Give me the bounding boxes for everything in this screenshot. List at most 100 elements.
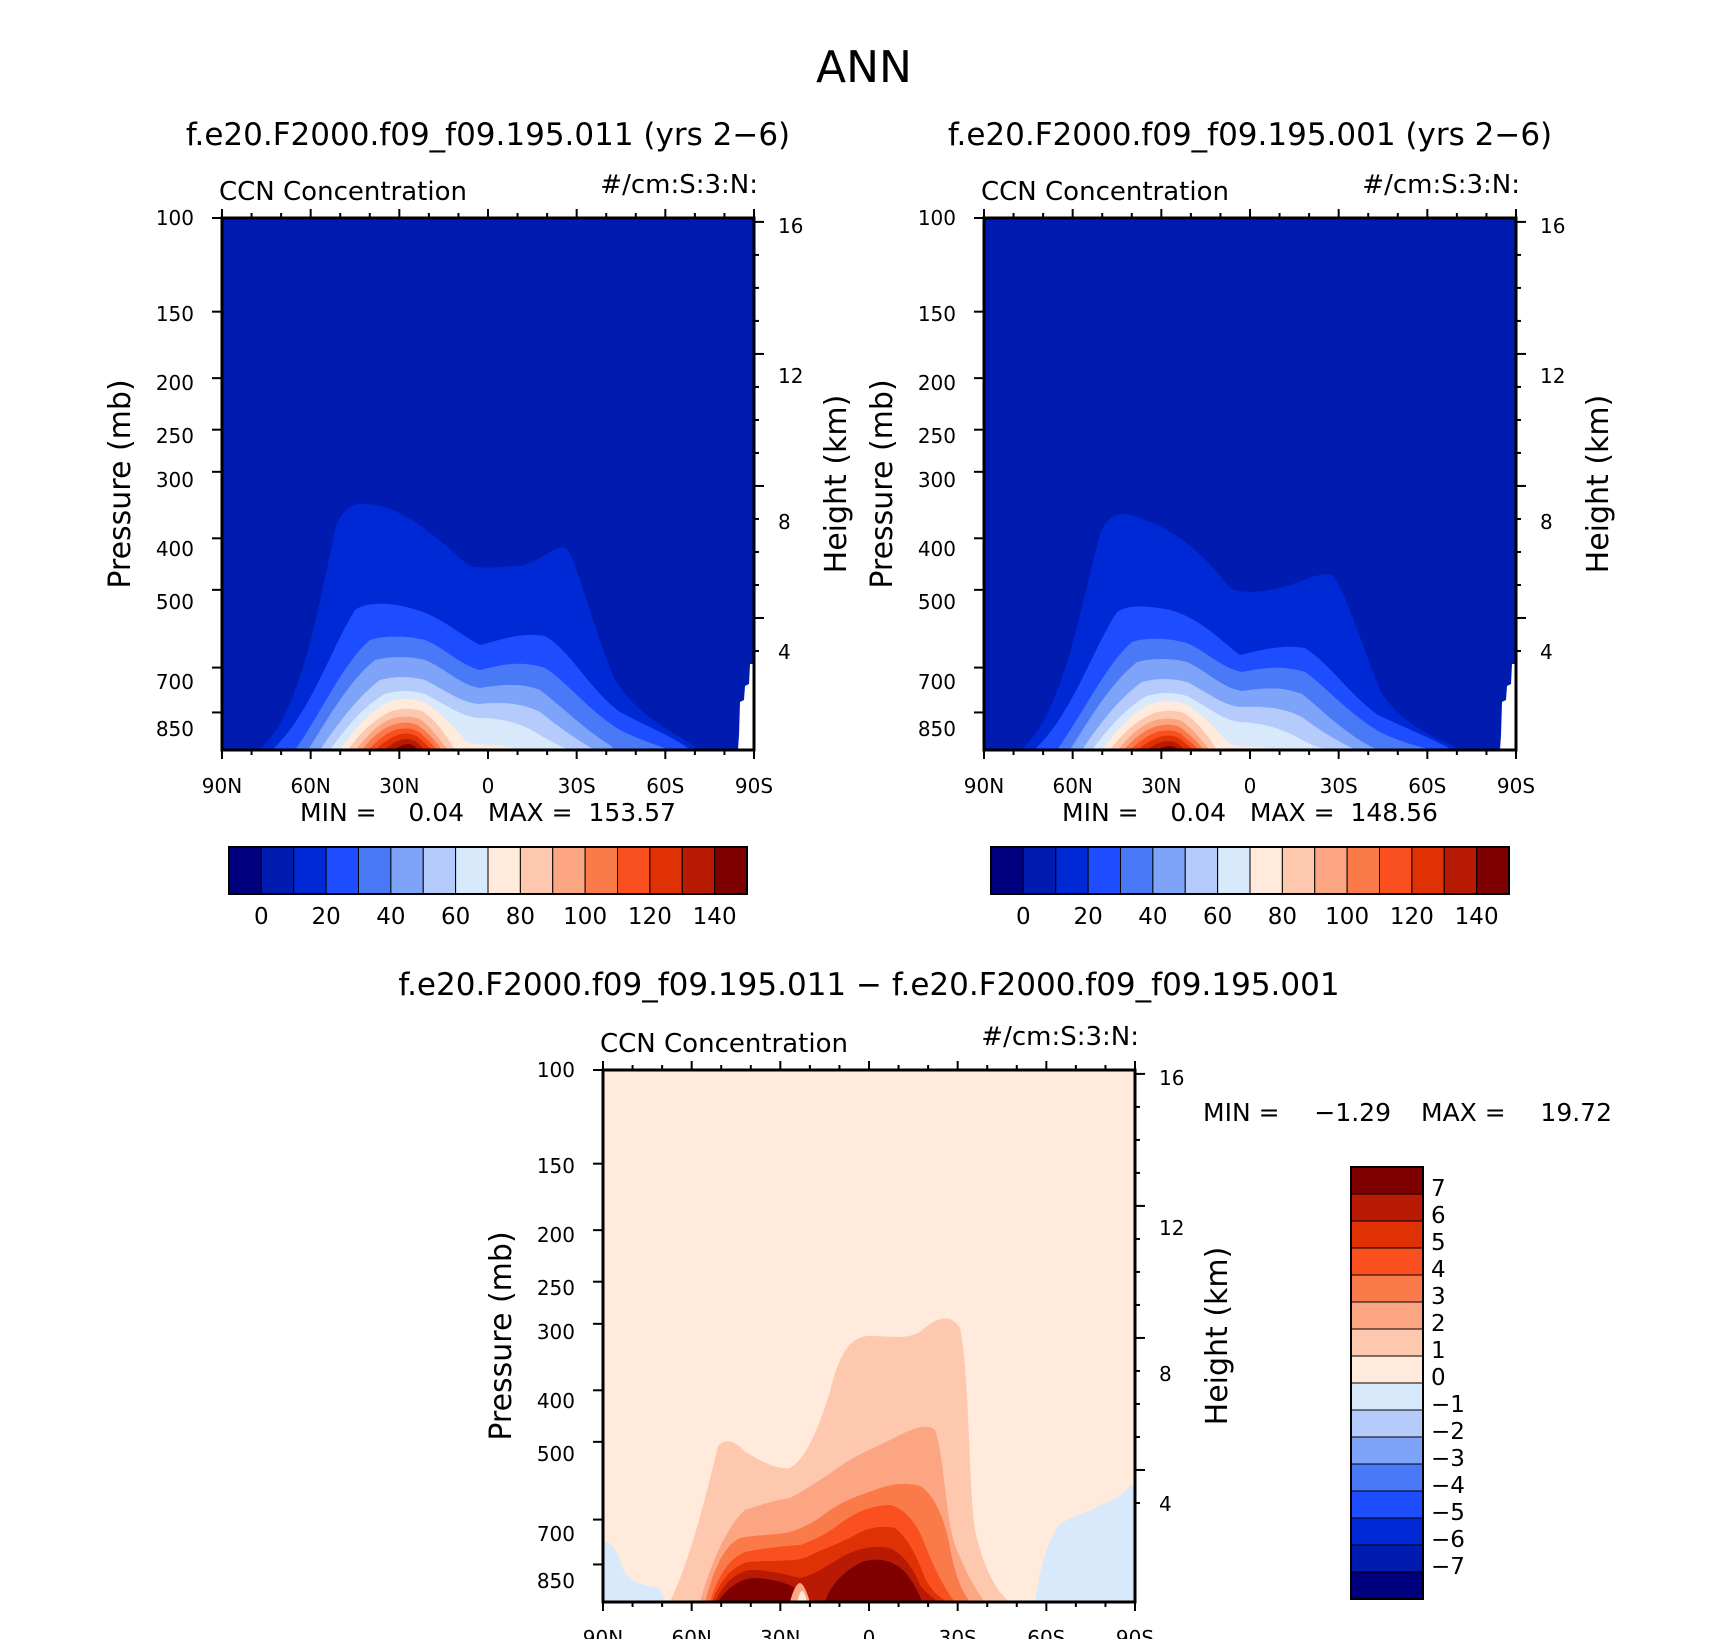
colorbar-box — [1314, 846, 1348, 895]
y-tick-label: 400 — [918, 537, 956, 561]
y2-tick-label: 4 — [1540, 640, 1553, 664]
colorbar-label: 80 — [1268, 904, 1297, 930]
y-tick-label: 850 — [537, 1569, 575, 1593]
colorbar-box — [1350, 1355, 1424, 1384]
colorbar-label: 40 — [1138, 904, 1167, 930]
colorbar-box — [390, 846, 424, 895]
colorbar-label: 60 — [441, 904, 470, 930]
missing-data — [738, 664, 754, 750]
y2-axis-label: Height (km) — [1581, 395, 1616, 574]
colorbar-label: 3 — [1431, 1284, 1446, 1310]
y2-tick-label: 4 — [778, 640, 791, 664]
variable-label: CCN Concentration — [981, 177, 1229, 207]
x-tick-label: 90N — [964, 774, 1004, 798]
colorbar-label: 120 — [628, 904, 672, 930]
y-tick-label: 500 — [918, 590, 956, 614]
y2-tick-label: 12 — [778, 364, 803, 388]
y2-tick-label: 4 — [1159, 1492, 1172, 1516]
units-label: #/cm:S:3:N: — [981, 1022, 1139, 1052]
colorbar-box — [649, 846, 683, 895]
colorbar-box — [714, 846, 748, 895]
colorbar-label: 100 — [563, 904, 607, 930]
y-tick-label: 300 — [537, 1320, 575, 1344]
colorbar-label: 6 — [1431, 1203, 1446, 1229]
panel-title: f.e20.F2000.f09_f09.195.011 − f.e20.F200… — [398, 967, 1339, 1003]
x-tick-label: 30S — [939, 1626, 977, 1639]
colorbar: 0 20 40 60 80 100 120 140 — [990, 846, 1510, 930]
y-tick-label: 400 — [537, 1389, 575, 1413]
colorbar-box — [1350, 1247, 1424, 1276]
contour-field — [603, 1070, 1135, 1602]
colorbar-label: −3 — [1431, 1446, 1465, 1472]
colorbar-label: 40 — [376, 904, 405, 930]
colorbar-label: 100 — [1325, 904, 1369, 930]
colorbar-label: 80 — [506, 904, 535, 930]
colorbar-box — [519, 846, 554, 895]
colorbar-box — [1379, 846, 1413, 895]
y-tick-label: 300 — [156, 468, 194, 492]
x-tick-label: 90S — [1497, 774, 1535, 798]
contour-level--1 — [1035, 1485, 1135, 1602]
colorbar-label: −1 — [1431, 1392, 1465, 1418]
missing-data — [1500, 664, 1516, 750]
x-tick-label: 30N — [379, 774, 419, 798]
panel-top-right: f.e20.F2000.f09_f09.195.001 (yrs 2−6) CC… — [865, 117, 1616, 930]
max-label: MAX = — [1421, 1098, 1506, 1127]
y2-tick-label: 12 — [1159, 1216, 1184, 1240]
x-tick-label: 90S — [1116, 1626, 1154, 1639]
x-tick-label: 0 — [482, 774, 495, 798]
colorbar-box — [584, 846, 618, 895]
min-max-stats: MIN = 0.04 MAX = 153.57 — [300, 798, 676, 827]
colorbar-box — [1350, 1490, 1424, 1519]
colorbar-box — [1022, 846, 1057, 895]
colorbar-label: −4 — [1431, 1473, 1465, 1499]
contour-level-7 — [825, 1559, 922, 1602]
colorbar-box — [325, 846, 359, 895]
colorbar-frame — [990, 846, 1510, 895]
y-tick-label: 250 — [918, 424, 956, 448]
y2-tick-label: 16 — [778, 214, 803, 238]
colorbar-label: 0 — [1016, 904, 1031, 930]
colorbar-box — [1184, 846, 1219, 895]
y2-tick-label: 8 — [1540, 510, 1553, 534]
colorbar-label: 140 — [693, 904, 737, 930]
y-tick-label: 700 — [156, 670, 194, 694]
main-title: ANN — [816, 42, 912, 93]
y-axis-label: Pressure (mb) — [865, 379, 900, 588]
y-tick-label: 200 — [918, 371, 956, 395]
y-tick-label: 100 — [156, 206, 194, 230]
y-tick-label: 700 — [537, 1522, 575, 1546]
x-tick-label: 90S — [735, 774, 773, 798]
y2-tick-label: 16 — [1159, 1066, 1184, 1090]
colorbar-box — [260, 846, 295, 895]
x-tick-label: 30N — [1141, 774, 1181, 798]
max-value: 19.72 — [1540, 1098, 1612, 1127]
colorbar-label: 60 — [1203, 904, 1232, 930]
colorbar-label: 5 — [1431, 1230, 1446, 1256]
y-tick-label: 200 — [156, 371, 194, 395]
colorbar-box — [1346, 846, 1380, 895]
y-tick-label: 400 — [156, 537, 194, 561]
x-tick-label: 60S — [1027, 1626, 1065, 1639]
y-axis-label: Pressure (mb) — [103, 379, 138, 588]
colorbar-label: 140 — [1455, 904, 1499, 930]
colorbar-box — [1350, 1382, 1424, 1411]
colorbar-label: −2 — [1431, 1419, 1465, 1445]
colorbar-box — [1476, 846, 1510, 895]
y-tick-label: 100 — [537, 1058, 575, 1082]
colorbar-box — [681, 846, 716, 895]
x-tick-label: 90N — [583, 1626, 623, 1639]
y2-tick-label: 8 — [1159, 1362, 1172, 1386]
units-label: #/cm:S:3:N: — [600, 170, 758, 200]
colorbar-box — [1055, 846, 1089, 895]
colorbar-box — [487, 846, 521, 895]
y-tick-label: 150 — [156, 302, 194, 326]
colorbar-label: −6 — [1431, 1527, 1465, 1553]
y-tick-label: 850 — [156, 717, 194, 741]
panel-title: f.e20.F2000.f09_f09.195.001 (yrs 2−6) — [948, 117, 1552, 153]
colorbar-box — [1350, 1328, 1424, 1357]
colorbar-label: 20 — [1073, 904, 1102, 930]
y2-axis-label: Height (km) — [819, 395, 854, 574]
